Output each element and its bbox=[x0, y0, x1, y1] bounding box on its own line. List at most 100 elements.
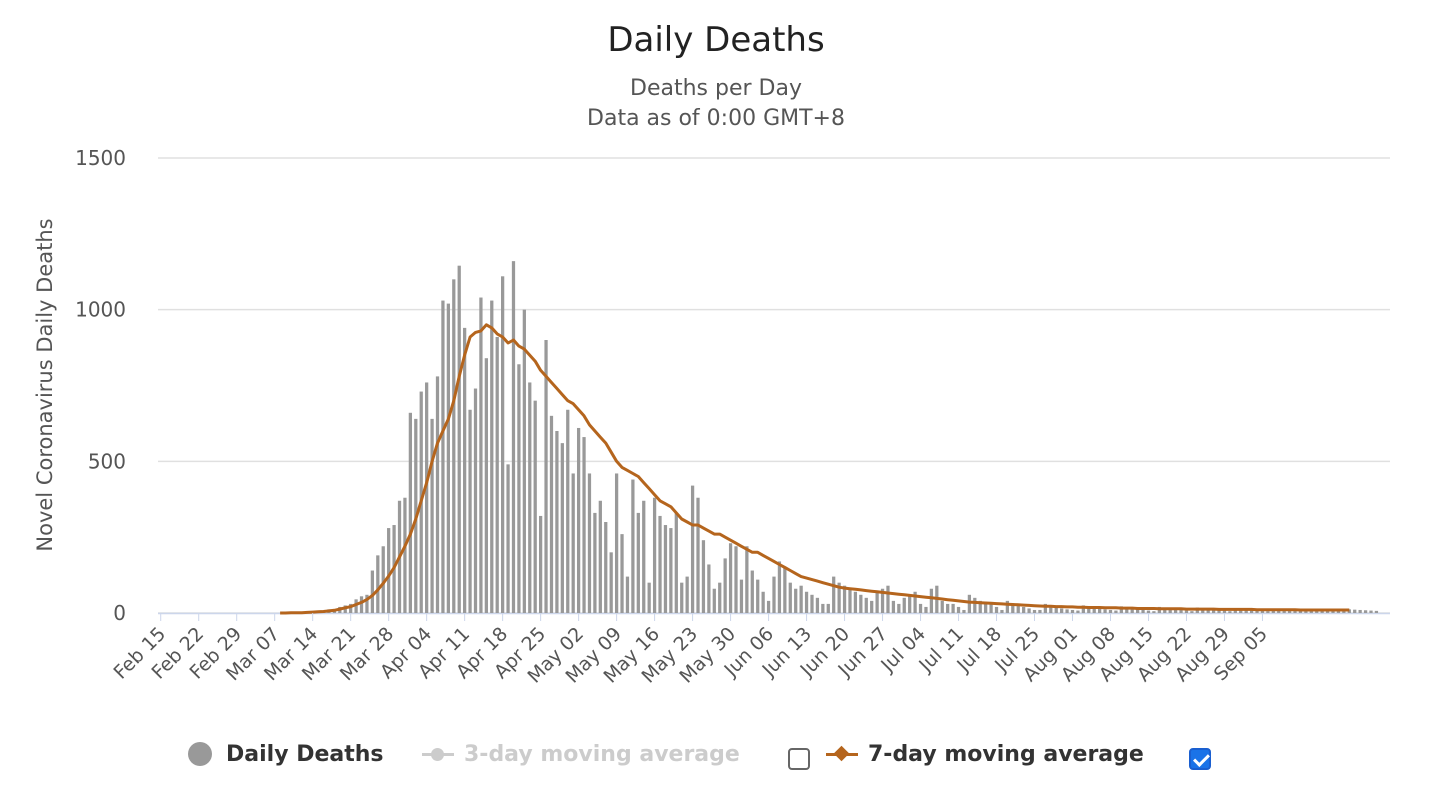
bar bbox=[913, 591, 917, 613]
bar bbox=[696, 497, 700, 613]
bar bbox=[799, 585, 803, 613]
bar bbox=[441, 300, 445, 613]
bar bbox=[1374, 610, 1379, 613]
bar bbox=[381, 546, 385, 613]
bar bbox=[473, 388, 478, 613]
bar bbox=[989, 603, 993, 613]
bar bbox=[680, 582, 684, 613]
bar bbox=[1168, 608, 1172, 613]
bar bbox=[848, 588, 852, 613]
bar bbox=[1092, 607, 1096, 613]
bar bbox=[1152, 611, 1156, 613]
bar bbox=[663, 525, 668, 613]
bar bbox=[425, 382, 429, 613]
bar bbox=[973, 597, 977, 613]
bar bbox=[815, 597, 820, 613]
bar bbox=[690, 485, 695, 613]
bar bbox=[1211, 609, 1216, 613]
bar bbox=[756, 579, 760, 613]
bar bbox=[1114, 610, 1118, 613]
toggle-7-day-average-checkbox[interactable] bbox=[1189, 748, 1211, 770]
bar bbox=[685, 576, 689, 613]
chart-grid bbox=[158, 157, 1390, 615]
bar bbox=[1081, 605, 1085, 613]
chart-subtitle-line2: Data as of 0:00 GMT+8 bbox=[587, 106, 845, 131]
toggle-3-day-average-checkbox[interactable] bbox=[788, 748, 810, 770]
bar bbox=[1184, 610, 1189, 613]
bar bbox=[566, 409, 570, 613]
legend-item-daily-deaths[interactable]: Daily Deaths bbox=[188, 736, 384, 772]
bar bbox=[1049, 605, 1053, 613]
legend-item-3-day-average[interactable]: 3-day moving average bbox=[422, 736, 740, 772]
bar bbox=[506, 464, 510, 613]
bar bbox=[1201, 608, 1205, 613]
bar bbox=[1022, 606, 1026, 613]
bar bbox=[1125, 607, 1129, 613]
bar bbox=[821, 603, 825, 613]
moving-average-lines bbox=[280, 323, 1350, 615]
y-tick-label-1000: 1000 bbox=[75, 298, 126, 322]
bar bbox=[940, 600, 944, 613]
bar bbox=[1011, 603, 1015, 613]
bar bbox=[376, 555, 380, 613]
bar bbox=[1293, 610, 1297, 613]
bar bbox=[1146, 610, 1151, 613]
bar bbox=[1141, 609, 1145, 613]
bar bbox=[897, 603, 901, 613]
bar bbox=[1027, 608, 1031, 613]
y-tick-label-0: 0 bbox=[113, 601, 126, 625]
bar bbox=[1054, 606, 1058, 613]
legend-label-daily-deaths: Daily Deaths bbox=[226, 741, 384, 767]
bar bbox=[1076, 610, 1080, 613]
bar bbox=[832, 576, 836, 613]
bar bbox=[582, 437, 586, 613]
bar bbox=[994, 606, 999, 613]
bar bbox=[1255, 610, 1259, 613]
bar bbox=[962, 609, 966, 613]
bar bbox=[718, 582, 722, 613]
bar bbox=[924, 606, 928, 613]
bar bbox=[712, 588, 716, 613]
bar bbox=[625, 576, 630, 613]
bar bbox=[761, 591, 765, 613]
bar bbox=[598, 500, 602, 613]
bar bbox=[658, 515, 662, 613]
bar bbox=[1000, 609, 1004, 613]
bar bbox=[652, 497, 657, 613]
legend-item-7-day-average[interactable]: 7-day moving average bbox=[826, 736, 1144, 772]
bar bbox=[555, 431, 559, 613]
bar bbox=[1070, 609, 1075, 613]
bar bbox=[365, 594, 369, 613]
chart-subtitle-line1: Deaths per Day bbox=[630, 76, 802, 101]
y-axis-label: Novel Coronavirus Daily Deaths bbox=[33, 218, 57, 551]
bar bbox=[408, 412, 412, 613]
bar bbox=[1336, 610, 1341, 613]
y-tick-label-1500: 1500 bbox=[75, 146, 126, 170]
bar bbox=[1016, 605, 1020, 613]
bar bbox=[1244, 609, 1248, 613]
bar bbox=[517, 364, 521, 613]
bar bbox=[620, 534, 624, 613]
bar bbox=[1032, 609, 1037, 613]
bar bbox=[750, 570, 754, 613]
bar bbox=[1098, 608, 1102, 613]
bar bbox=[1304, 611, 1308, 613]
bar bbox=[1119, 606, 1123, 613]
bar bbox=[435, 376, 440, 613]
y-tick-label-500: 500 bbox=[88, 449, 126, 473]
bar bbox=[723, 558, 727, 613]
bar bbox=[484, 358, 488, 613]
bar bbox=[560, 443, 564, 613]
legend-line-diamond-icon bbox=[826, 746, 858, 762]
bar bbox=[1228, 611, 1232, 613]
bar bbox=[538, 515, 543, 613]
bar bbox=[1038, 609, 1042, 613]
bar bbox=[946, 603, 950, 613]
legend-line-circle-icon bbox=[422, 746, 454, 762]
bar bbox=[370, 570, 375, 613]
bar bbox=[891, 600, 896, 613]
bar bbox=[1217, 610, 1221, 613]
bar bbox=[1266, 611, 1270, 613]
y-axis: 0 500 1000 1500 bbox=[75, 146, 126, 625]
bar bbox=[1249, 609, 1254, 613]
